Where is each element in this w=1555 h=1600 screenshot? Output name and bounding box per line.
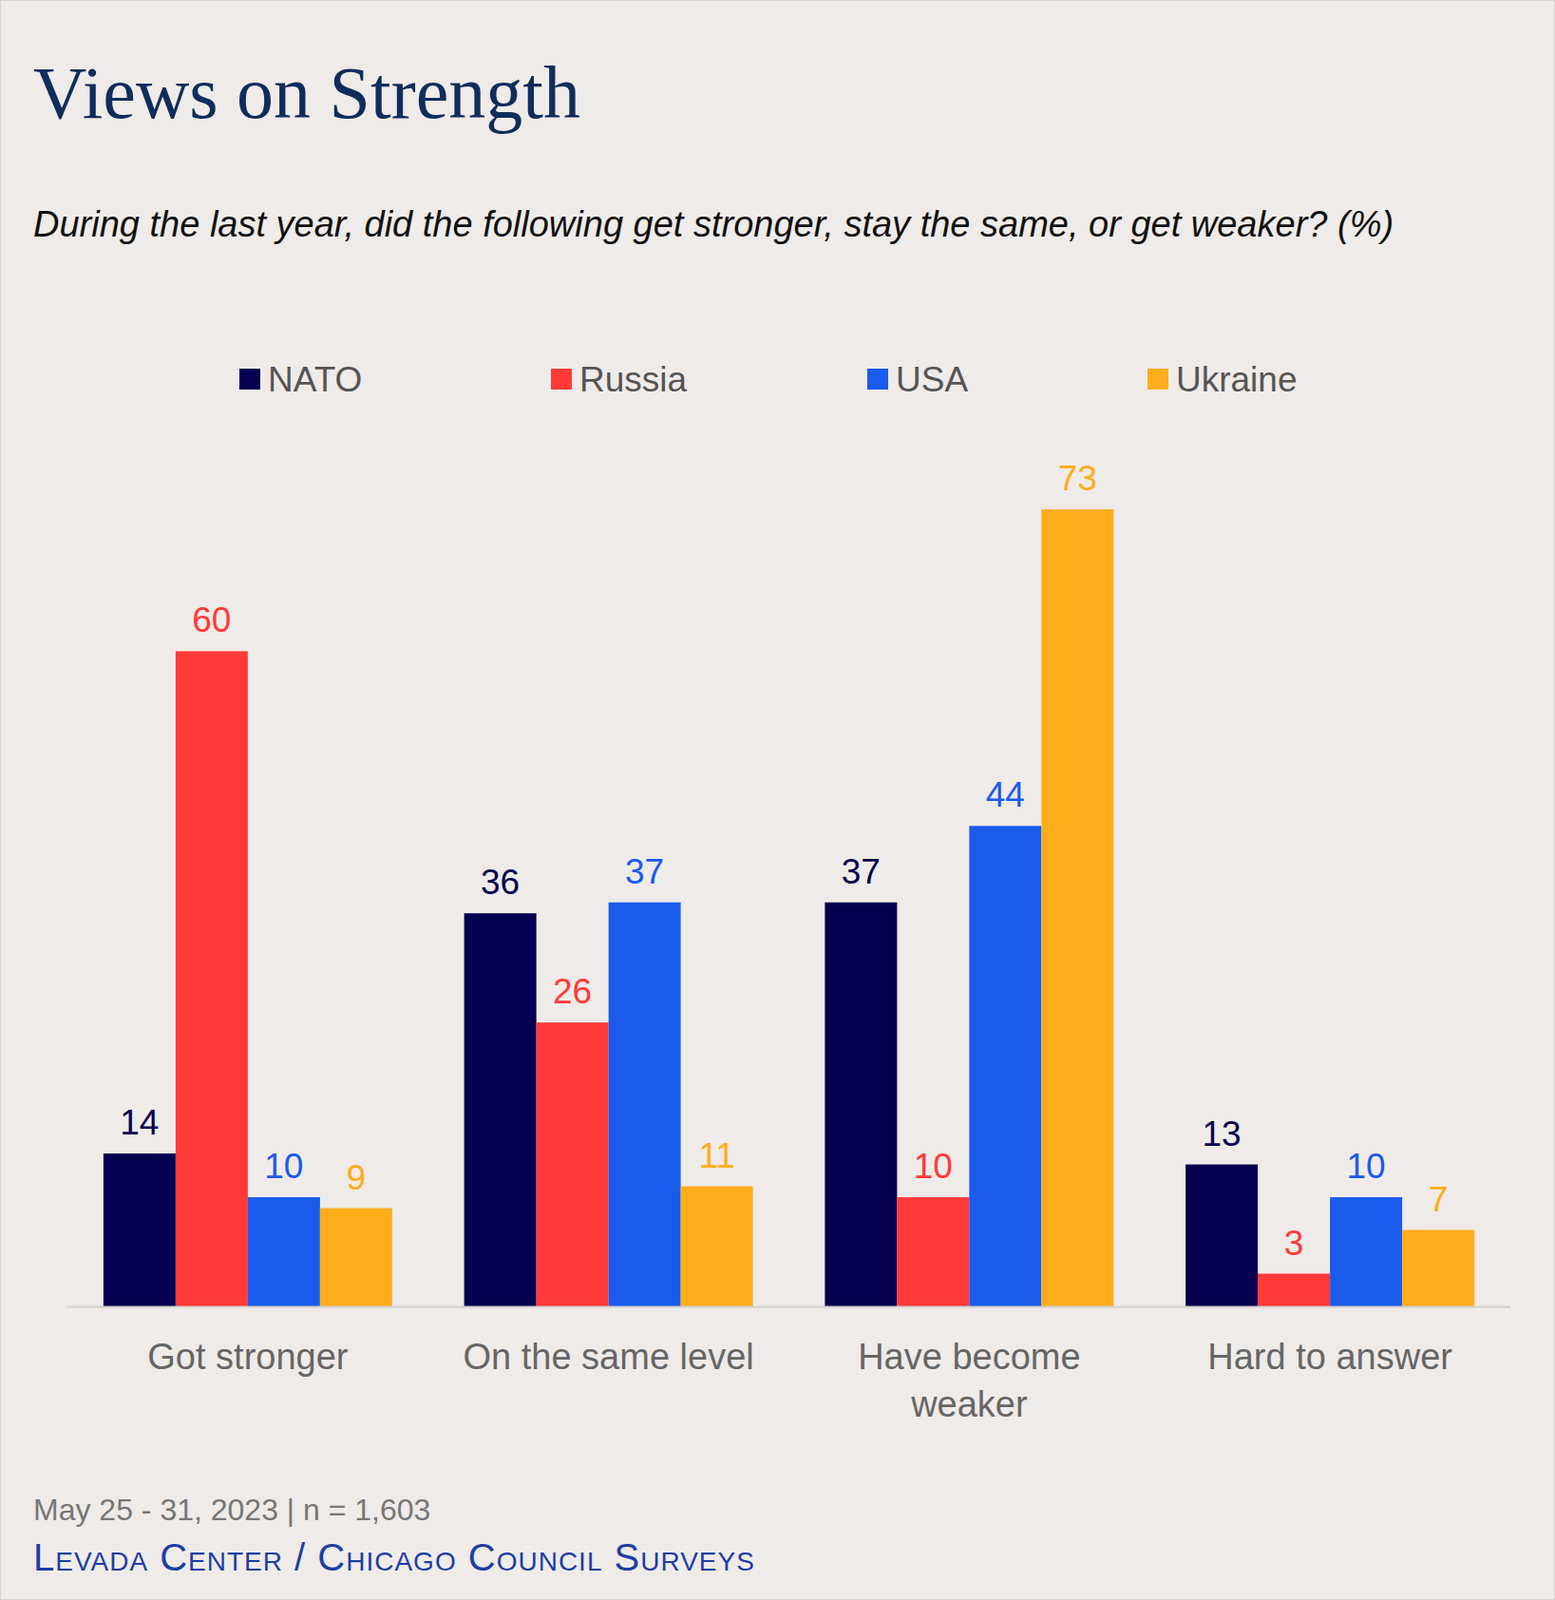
bar bbox=[175, 650, 248, 1307]
category-label: Got stronger bbox=[147, 1336, 349, 1377]
bar bbox=[247, 1196, 321, 1307]
legend-swatch bbox=[239, 368, 261, 390]
bar bbox=[968, 825, 1042, 1307]
bar bbox=[1329, 1196, 1403, 1307]
data-label: 73 bbox=[1058, 458, 1098, 498]
bar bbox=[464, 912, 537, 1307]
text-line: Have become bbox=[857, 1336, 1081, 1377]
bar bbox=[1041, 509, 1114, 1307]
bar bbox=[608, 902, 682, 1307]
legend-label: NATO bbox=[267, 360, 362, 399]
bars bbox=[103, 509, 1475, 1307]
data-label: 13 bbox=[1202, 1114, 1242, 1154]
data-label: 10 bbox=[1346, 1146, 1386, 1186]
data-label: 9 bbox=[346, 1157, 367, 1197]
legend-label: Ukraine bbox=[1175, 360, 1298, 399]
text-line: On the same level bbox=[462, 1336, 754, 1377]
category-label: On the same level bbox=[462, 1336, 754, 1377]
legend-swatch bbox=[867, 368, 889, 390]
background bbox=[0, 0, 1555, 1600]
note: May 25 - 31, 2023 | n = 1,603 bbox=[33, 1492, 431, 1527]
data-label: 14 bbox=[119, 1102, 159, 1142]
data-label: 10 bbox=[913, 1146, 953, 1186]
data-label: 7 bbox=[1428, 1179, 1449, 1219]
text-line: During the last year, did the following … bbox=[33, 204, 1394, 245]
legend-label: USA bbox=[895, 360, 968, 399]
data-label: 37 bbox=[841, 852, 881, 892]
data-label: 36 bbox=[480, 862, 520, 902]
bar bbox=[103, 1153, 176, 1307]
data-label: 60 bbox=[191, 600, 231, 640]
data-labels: 14 60 10 9 36 26 37 11 37 10 44 73 13 3 10 7 bbox=[119, 458, 1448, 1263]
data-label: 11 bbox=[698, 1136, 735, 1176]
data-label: 3 bbox=[1284, 1223, 1305, 1263]
legend: NATO Russia USA Ukraine bbox=[239, 360, 1298, 399]
subtitle: During the last year, did the following … bbox=[33, 204, 1394, 245]
title: Views on Strength bbox=[33, 51, 581, 134]
data-label: 10 bbox=[264, 1146, 304, 1186]
bar bbox=[681, 1186, 754, 1307]
text-line: Hard to answer bbox=[1207, 1336, 1453, 1377]
bar bbox=[536, 1022, 609, 1307]
bar bbox=[896, 1196, 969, 1307]
legend-label: Russia bbox=[579, 360, 688, 399]
data-label: 26 bbox=[552, 971, 592, 1011]
data-label: 44 bbox=[986, 775, 1025, 815]
baseline bbox=[67, 1306, 1511, 1309]
source: Levada Center / Chicago Council Surveys bbox=[33, 1536, 756, 1578]
bar bbox=[1257, 1273, 1330, 1307]
bar bbox=[1402, 1230, 1475, 1307]
bar bbox=[1185, 1164, 1258, 1307]
legend-swatch bbox=[550, 368, 572, 390]
text-line: Got stronger bbox=[147, 1336, 349, 1377]
bar bbox=[320, 1208, 393, 1307]
data-label: 37 bbox=[625, 852, 664, 892]
bar bbox=[824, 902, 897, 1307]
category-label: Hard to answer bbox=[1207, 1336, 1453, 1377]
chart: Views on Strength During the last year, d… bbox=[0, 0, 1555, 1600]
category-label: Have become weaker bbox=[857, 1336, 1081, 1424]
legend-swatch bbox=[1147, 368, 1169, 390]
text-line: weaker bbox=[910, 1384, 1028, 1424]
